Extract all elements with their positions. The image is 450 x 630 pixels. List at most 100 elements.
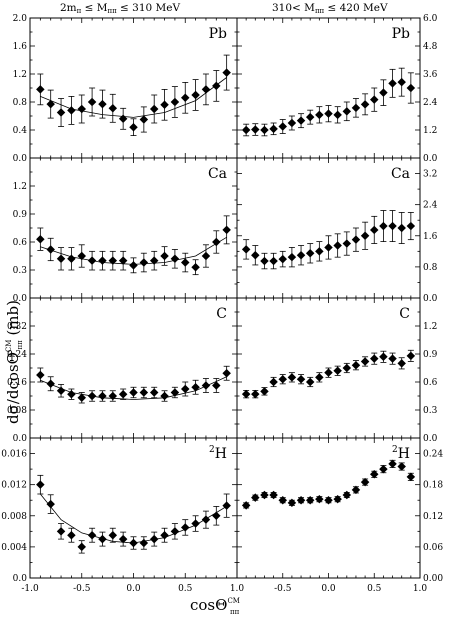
point-marker [278,495,287,505]
point-marker [269,490,278,500]
point-marker [251,493,260,502]
x-tick-label: 1.0 [413,584,428,594]
panel-c-low-mass: 0.0 0.08 0.16 0.24 0.32 C [7,297,238,444]
panel-label: C [399,306,410,322]
data-point [287,115,297,131]
data-point [36,474,45,495]
x-tick-label: -0.5 [73,584,91,594]
data-point [77,94,86,124]
data-point [149,386,159,399]
data-point [251,389,260,399]
point-marker [251,125,260,134]
data-point [139,386,149,399]
data-point [388,459,397,469]
data-point [46,89,55,119]
data-point [129,386,138,399]
point-marker [379,352,388,362]
point-marker [56,386,66,395]
ylabel-sup: CM [5,340,13,353]
data-point [342,490,352,500]
point-marker [77,542,86,552]
point-marker [269,377,278,387]
data-point [77,392,86,404]
data-point [46,237,55,262]
data-point [87,87,97,117]
data-point [251,123,260,136]
panel-label: 2H [392,445,410,462]
point-marker [36,480,45,489]
point-marker [296,250,306,260]
data-point [324,235,333,260]
data-point [67,527,76,543]
panel-label-main: H [215,446,227,462]
y-tick-label: 6.0 [423,14,438,24]
point-marker [46,245,55,254]
y-tick-label: 3.2 [423,170,437,180]
column-title-high: 310< Mππ ≤ 420 MeV [272,2,388,15]
data-point [118,388,128,400]
point-marker [67,390,76,399]
x-tick-label: -1.0 [21,584,39,594]
point-marker [118,256,128,265]
point-marker [181,93,190,103]
point-marker [222,68,231,77]
x-tick-label: -0.5 [274,584,292,594]
point-marker [406,83,416,93]
data-point [108,250,118,271]
point-marker [278,374,287,384]
panel-frame [29,297,238,439]
point-marker [379,221,388,231]
data-point [108,93,118,123]
point-marker [56,527,66,536]
data-point [160,527,169,543]
data-point [360,356,370,367]
data-point [370,87,379,112]
y-tick-label: 0.0 [13,434,28,444]
point-marker [46,99,55,109]
data-point [324,105,333,123]
y-tick-label: 0.0 [13,154,28,164]
data-point [269,490,278,500]
point-marker [379,88,388,97]
y-tick-label: 0.0 [13,574,28,584]
data-point [149,531,159,547]
data-point [278,119,287,134]
x-tick-label: 0.0 [321,584,336,594]
data-point [260,387,269,396]
point-marker [305,249,315,258]
y-tick-label: 3.6 [423,70,438,80]
y-tick-label: 0.0 [423,154,438,164]
title-sub: π [77,7,82,15]
data-point [287,247,297,268]
data-point [351,485,361,495]
point-marker [333,494,342,504]
point-marker [406,472,416,482]
data-point [260,252,269,270]
data-point [269,376,278,388]
panel-frame [236,437,421,579]
point-marker [46,379,55,388]
title-part: ≤ M [81,2,107,14]
y-tick-label: 2.0 [13,14,28,24]
point-marker [67,106,76,115]
point-marker [269,256,278,266]
point-marker [260,256,269,266]
point-marker [370,354,379,363]
y-tick-label: 4.8 [423,42,438,52]
point-marker [397,359,406,368]
data-point [160,246,169,266]
point-marker [315,494,324,504]
data-point [351,98,361,118]
point-marker [324,243,333,252]
data-point [212,506,221,526]
data-point [149,250,159,271]
point-marker [36,234,45,244]
data-point [370,215,379,244]
data-point [139,252,149,273]
point-marker [108,256,118,265]
y-tick-label: 0.6 [423,378,438,388]
point-marker [77,393,86,402]
data-point [370,352,379,365]
data-point [296,245,306,266]
